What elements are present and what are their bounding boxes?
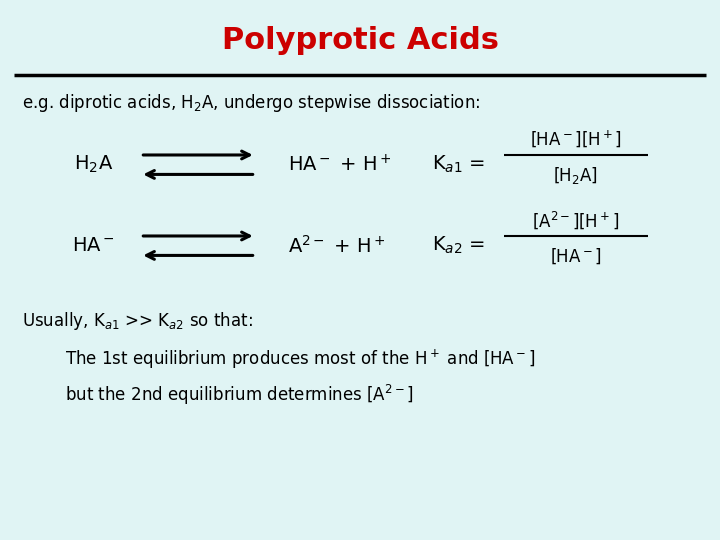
Text: Polyprotic Acids: Polyprotic Acids <box>222 26 498 55</box>
Text: [A$^{2-}$][H$^+$]: [A$^{2-}$][H$^+$] <box>532 209 620 231</box>
Text: [HA$^-$]: [HA$^-$] <box>550 247 602 266</box>
Text: e.g. diprotic acids, H$_2$A, undergo stepwise dissociation:: e.g. diprotic acids, H$_2$A, undergo ste… <box>22 92 480 113</box>
Text: K$_{a1}$ =: K$_{a1}$ = <box>432 154 485 176</box>
Text: HA$^-$ + H$^+$: HA$^-$ + H$^+$ <box>288 154 392 176</box>
Text: The 1st equilibrium produces most of the H$^+$ and [HA$^-$]: The 1st equilibrium produces most of the… <box>65 347 535 371</box>
Text: [HA$^-$][H$^+$]: [HA$^-$][H$^+$] <box>530 129 622 149</box>
Text: H$_2$A: H$_2$A <box>74 154 113 176</box>
Text: K$_{a2}$ =: K$_{a2}$ = <box>432 235 485 256</box>
Text: A$^{2-}$ + H$^+$: A$^{2-}$ + H$^+$ <box>288 235 386 256</box>
Text: but the 2nd equilibrium determines [A$^{2-}$]: but the 2nd equilibrium determines [A$^{… <box>65 383 413 407</box>
Text: [H$_2$A]: [H$_2$A] <box>554 165 598 186</box>
Text: HA$^-$: HA$^-$ <box>72 236 115 255</box>
Text: Usually, K$_{a1}$ >> K$_{a2}$ so that:: Usually, K$_{a1}$ >> K$_{a2}$ so that: <box>22 310 253 332</box>
